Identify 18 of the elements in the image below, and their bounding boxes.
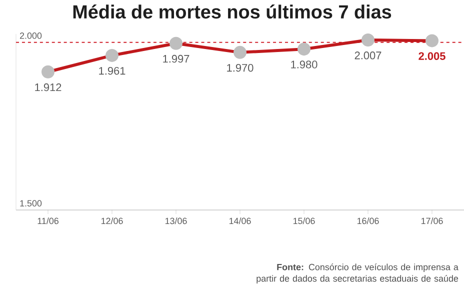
y-tick-label: 2.000 (20, 32, 42, 39)
x-tick-label: 17/06 (421, 218, 443, 224)
data-label: 1.970 (227, 64, 254, 72)
x-tick-label: 16/06 (357, 218, 379, 224)
data-label: 2.005 (418, 52, 446, 60)
data-label: 1.980 (291, 60, 318, 68)
data-label: 1.961 (99, 66, 126, 75)
y-tick-label: 1.500 (20, 200, 42, 206)
chart-title: Média de mortes nos últimos 7 dias (73, 4, 392, 19)
data-label: 1.997 (163, 54, 190, 63)
x-tick-label: 13/06 (165, 218, 187, 224)
data-label: 1.912 (35, 83, 62, 92)
text: Fonte: Consórcio de veículos de imprensa a partir de dados da secretarias estaduais de saúde (256, 264, 458, 284)
x-tick-label: 11/06 (38, 218, 58, 224)
x-tick-label: 12/06 (101, 218, 123, 224)
x-tick-label: 15/06 (293, 218, 315, 224)
data-label: 2.007 (354, 52, 382, 60)
x-tick-label: 14/06 (229, 218, 251, 224)
